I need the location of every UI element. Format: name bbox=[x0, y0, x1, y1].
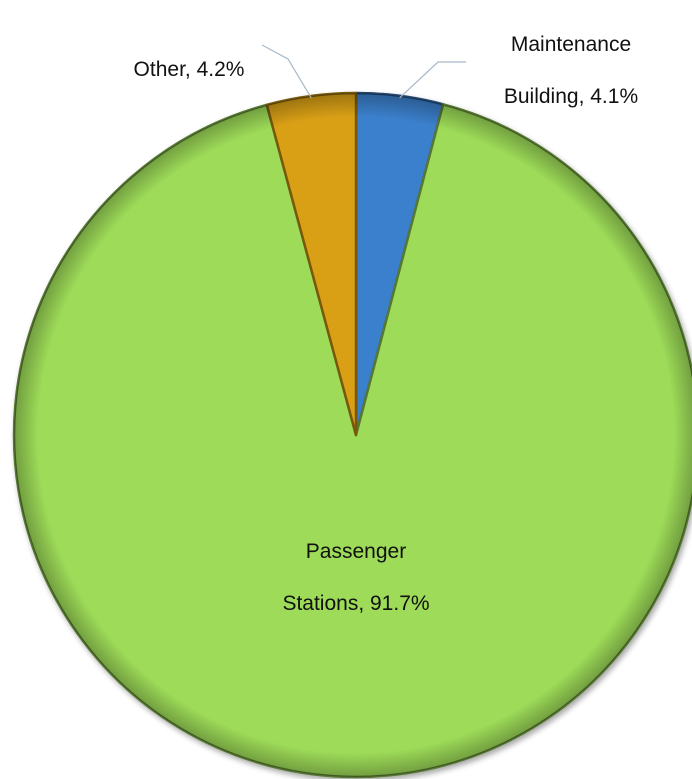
data-label-other: Other, 4.2% bbox=[104, 31, 274, 109]
data-label-maintenance-line1: Maintenance bbox=[510, 33, 632, 56]
leader-line-other bbox=[261, 44, 312, 99]
data-label-maintenance-building: Maintenance Building, 4.1% bbox=[466, 6, 676, 136]
pie-slices bbox=[12, 91, 692, 779]
data-label-passenger-line1: Passenger bbox=[305, 540, 407, 563]
data-label-passenger-stations: Passenger Stations, 91.7% bbox=[236, 513, 476, 643]
data-label-passenger-line2: Stations, 91.7% bbox=[282, 592, 430, 615]
data-label-other-text: Other, 4.2% bbox=[133, 58, 245, 81]
data-label-maintenance-line2: Building, 4.1% bbox=[503, 85, 639, 108]
leader-lines bbox=[261, 44, 466, 99]
leader-line-maintenance-building bbox=[399, 61, 466, 99]
